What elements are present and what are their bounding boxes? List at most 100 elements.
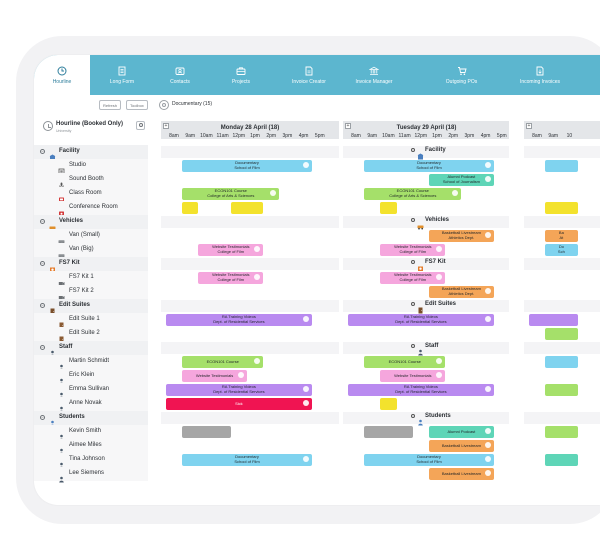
nav-tab-invoice-creator[interactable]: Invoice Creator [273,55,345,95]
day-lane[interactable] [524,216,600,228]
nav-tab-projects[interactable]: Projects [213,55,269,95]
booking-block[interactable]: Website Testimonials College of Film [380,272,446,284]
booking-block[interactable]: Ba At [545,230,578,242]
day-lane[interactable] [524,412,600,424]
booking-block[interactable]: RA Training Videos Dept. of Residential S… [348,314,494,326]
day-lane[interactable] [524,398,600,410]
nav-tab-hourline[interactable]: Hourline [34,55,90,97]
collapse-toggle-icon[interactable] [411,218,415,222]
nav-tab-outgoing-pos[interactable]: Outgoing POs [430,55,493,95]
day-lane[interactable] [524,272,600,284]
booking-block[interactable] [545,160,578,172]
refresh-button[interactable]: Refresh [99,100,122,110]
booking-block[interactable] [545,426,578,438]
day-lane[interactable] [524,342,600,354]
settings-gear-icon[interactable] [159,100,169,110]
day-lane[interactable] [161,342,339,354]
day-lane[interactable] [161,174,339,186]
booking-block[interactable] [182,202,199,214]
day-lane[interactable] [161,412,339,424]
booking-block[interactable]: Documentary School of Film [364,454,494,466]
day-lane[interactable] [343,146,510,158]
day-lane[interactable] [524,146,600,158]
day-lane[interactable] [161,286,339,298]
day-lane[interactable] [524,174,600,186]
booking-block[interactable]: Basketball Livestream Athletics Dept. [429,286,494,298]
day-lane[interactable] [161,258,339,270]
booking-block[interactable]: ECON101 Course [364,356,446,368]
category-label[interactable]: − Facility [34,145,148,161]
booking-block[interactable] [380,398,397,410]
day-lane[interactable] [524,258,600,270]
nav-tab-incoming-invoices[interactable]: Incoming Invoices [498,55,582,95]
booking-block[interactable]: Documentary School of Film [364,160,494,172]
booking-block[interactable]: Documentary School of Film [182,160,312,172]
booking-block[interactable]: RA Training Videos Dept. of Residential S… [348,384,494,396]
booking-block[interactable] [182,426,231,438]
search-icon[interactable] [136,121,145,130]
collapse-toggle-icon[interactable] [411,414,415,418]
booking-block[interactable]: Basketball Livestream [429,468,494,480]
booking-block[interactable]: Website Testimonials [380,370,446,382]
booking-block[interactable] [545,384,578,396]
day-lane[interactable] [343,258,510,270]
collapse-toggle-icon[interactable]: − [40,303,45,308]
booking-block[interactable] [529,314,578,326]
day-lane[interactable] [524,440,600,452]
day-lane[interactable] [343,412,510,424]
day-lane[interactable] [524,286,600,298]
booking-block[interactable]: Do Sch [545,244,578,256]
booking-block[interactable]: Basketball Livestream [429,440,494,452]
nav-tab-long-form[interactable]: Long Form [94,55,150,95]
collapse-toggle-icon[interactable] [411,344,415,348]
collapse-toggle-icon[interactable]: − [40,149,45,154]
add-booking-button[interactable]: + [163,123,169,129]
category-label[interactable]: − FS7 Kit [34,257,148,272]
day-lane[interactable] [524,468,600,480]
day-lane[interactable] [343,342,510,354]
day-lane[interactable] [343,300,510,312]
nav-tab-contacts[interactable]: Contacts [152,55,208,95]
booking-block[interactable] [545,328,578,340]
booking-block[interactable]: Website Testimonials College of Film [198,244,264,256]
day-lane[interactable] [161,440,339,452]
day-lane[interactable] [524,370,600,382]
category-label[interactable]: − Students [34,411,148,427]
day-lane[interactable] [161,300,339,312]
booking-block[interactable]: Alumni Podcast School of Journalism [429,174,494,186]
booking-block[interactable]: ECON101 Course [182,356,264,368]
collapse-toggle-icon[interactable] [411,260,415,264]
day-lane[interactable] [161,216,339,228]
collapse-toggle-icon[interactable]: − [40,219,45,224]
booking-block[interactable]: RA Training Videos Dept. of Residential S… [166,314,312,326]
nav-tab-invoice-manager[interactable]: Invoice Manager [333,55,415,95]
booking-block[interactable]: Documentary School of Film [182,454,312,466]
booking-block[interactable] [545,454,578,466]
booking-block[interactable]: Sick [166,398,312,410]
collapse-toggle-icon[interactable]: − [40,345,45,350]
collapse-toggle-icon[interactable]: − [40,415,45,420]
category-label[interactable]: − Edit Suites [34,299,148,315]
collapse-toggle-icon[interactable]: − [40,261,45,266]
day-lane[interactable] [161,328,339,340]
day-lane[interactable] [343,202,510,214]
collapse-toggle-icon[interactable] [411,148,415,152]
category-label[interactable]: − Staff [34,341,148,357]
day-lane[interactable] [161,146,339,158]
booking-block[interactable] [545,356,578,368]
day-lane[interactable] [343,216,510,228]
booking-block[interactable]: Alumni Podcast [429,426,494,438]
booking-block[interactable]: Website Testimonials [182,370,247,382]
day-lane[interactable] [161,230,339,242]
day-lane[interactable] [524,188,600,200]
day-lane[interactable] [343,398,510,410]
day-lane[interactable] [524,300,600,312]
booking-block[interactable]: Website Testimonials College of Film [198,272,264,284]
toolbox-button[interactable]: Toolbox [126,100,148,110]
add-booking-button[interactable]: + [345,123,351,129]
booking-block[interactable]: Website Testimonials College of Film [380,244,446,256]
category-label[interactable]: − Vehicles [34,215,148,231]
booking-block[interactable]: Basketball Livestream Athletics Dept. [429,230,494,242]
booking-block[interactable]: ECON101 Course College of Arts & Sciences [364,188,462,200]
booking-block[interactable]: ECON101 Course College of Arts & Sciences [182,188,280,200]
